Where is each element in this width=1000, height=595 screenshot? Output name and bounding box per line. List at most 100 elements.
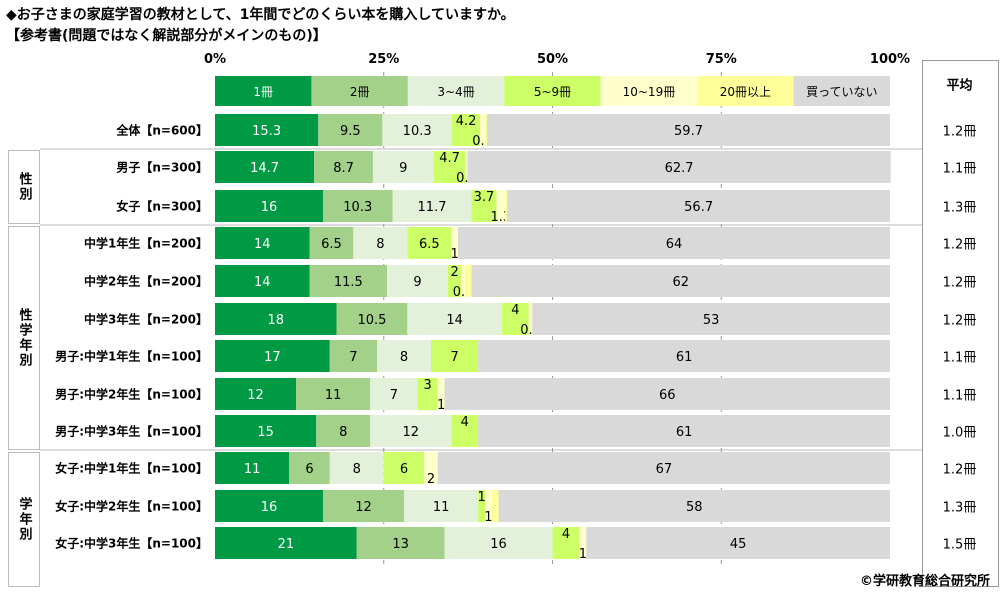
bar-segment bbox=[465, 151, 468, 183]
legend-swatch bbox=[407, 76, 505, 106]
group-label: 性学年別 bbox=[16, 308, 32, 368]
average-value: 1.3冊 bbox=[942, 200, 977, 216]
bar-segment bbox=[353, 227, 408, 259]
data-label: 67 bbox=[656, 462, 673, 477]
data-label: 62.7 bbox=[665, 161, 694, 176]
bar-segment bbox=[496, 190, 506, 222]
x-tick-label: 50% bbox=[536, 52, 569, 67]
legend-label: 20冊以上 bbox=[720, 85, 771, 99]
bar-segment bbox=[417, 378, 438, 410]
data-label: 6.5 bbox=[321, 237, 342, 252]
bar-segment bbox=[215, 527, 357, 559]
group-gender-grade: 性学年別 bbox=[8, 226, 40, 450]
bar-segment bbox=[478, 340, 890, 372]
bar-segment bbox=[532, 303, 890, 335]
bar-segment bbox=[318, 114, 383, 146]
data-label: 7 bbox=[349, 350, 357, 365]
category-label: 中学3年生【n=200】 bbox=[84, 312, 208, 327]
bar-segment bbox=[458, 227, 890, 259]
data-label: 14 bbox=[254, 275, 271, 290]
bar-segment bbox=[467, 151, 891, 183]
bar-segment bbox=[370, 378, 418, 410]
bar-segment bbox=[215, 415, 317, 447]
data-label: 10.5 bbox=[357, 313, 386, 328]
legend-label: 2冊 bbox=[350, 85, 370, 99]
data-label: 15.3 bbox=[252, 124, 281, 139]
bar-segment bbox=[424, 452, 438, 484]
bar-segment bbox=[498, 490, 890, 522]
bar-segment bbox=[586, 527, 890, 559]
bar-segment bbox=[447, 265, 462, 297]
bar-segment bbox=[407, 303, 502, 335]
data-label: 12 bbox=[355, 500, 372, 515]
data-label: 14 bbox=[254, 237, 271, 252]
data-label: 16 bbox=[490, 537, 507, 552]
bar-segment bbox=[487, 114, 890, 146]
bar-segment bbox=[507, 190, 890, 222]
data-label: 1 bbox=[477, 490, 485, 505]
data-label: 6 bbox=[400, 462, 408, 477]
legend-label: 10~19冊 bbox=[623, 85, 676, 99]
data-label: 11 bbox=[325, 388, 342, 403]
bar-segment bbox=[215, 452, 290, 484]
bar-segment bbox=[437, 378, 445, 410]
bar-segment bbox=[431, 340, 479, 372]
bar-segment bbox=[329, 340, 377, 372]
data-label: 3 bbox=[423, 378, 431, 393]
data-label: 56.7 bbox=[684, 200, 713, 215]
data-label: 1 bbox=[579, 547, 587, 562]
data-label: 4.2 bbox=[456, 114, 477, 129]
bar-segment bbox=[215, 378, 296, 410]
bar-segment bbox=[579, 527, 587, 559]
group-grade: 学年別 bbox=[8, 452, 40, 587]
data-label: 14 bbox=[446, 313, 463, 328]
legend-label: 1冊 bbox=[253, 85, 273, 99]
data-label: 16 bbox=[261, 200, 278, 215]
category-label: 中学2年生【n=200】 bbox=[84, 274, 208, 289]
average-value: 1.1冊 bbox=[942, 161, 977, 177]
bar-segment bbox=[485, 114, 488, 146]
x-tick-label: 75% bbox=[705, 52, 737, 67]
legend-label: 3~4冊 bbox=[437, 85, 474, 99]
average-column bbox=[922, 60, 999, 587]
bar-segment bbox=[461, 265, 465, 297]
data-label: 66 bbox=[659, 388, 676, 403]
data-label: 61 bbox=[676, 350, 693, 365]
data-label: 10.3 bbox=[343, 200, 372, 215]
bar-segment bbox=[478, 415, 890, 447]
bar-segment bbox=[491, 490, 499, 522]
legend-label: 5~9冊 bbox=[534, 85, 571, 99]
bar-segment bbox=[471, 190, 497, 222]
data-label: 15 bbox=[257, 425, 274, 440]
bar-segment bbox=[323, 190, 393, 222]
bar-segment bbox=[309, 265, 388, 297]
data-label: 2 bbox=[427, 472, 435, 487]
data-label: 11 bbox=[244, 462, 261, 477]
data-label: 4 bbox=[562, 527, 570, 542]
data-label: 7 bbox=[390, 388, 398, 403]
legend-swatch bbox=[504, 76, 601, 106]
bar-segment bbox=[433, 151, 466, 183]
bar-segment bbox=[480, 114, 485, 146]
data-label: 8.7 bbox=[333, 161, 354, 176]
data-label: 1 bbox=[484, 510, 492, 525]
average-value: 1.2冊 bbox=[942, 462, 977, 478]
group-label: 性別 bbox=[16, 172, 32, 202]
data-label: 11 bbox=[433, 500, 450, 515]
bar-segment bbox=[404, 490, 479, 522]
data-label: 64 bbox=[666, 237, 683, 252]
separator bbox=[40, 449, 922, 451]
bar-segment bbox=[444, 527, 553, 559]
x-tick-label: 25% bbox=[368, 52, 400, 67]
bar-segment bbox=[370, 415, 452, 447]
bar-segment bbox=[314, 151, 373, 183]
bar-segment bbox=[329, 452, 384, 484]
x-tick-label: 100% bbox=[869, 52, 911, 67]
average-value: 1.5冊 bbox=[942, 537, 977, 553]
average-value: 1.2冊 bbox=[942, 124, 977, 140]
bar-segment bbox=[471, 265, 890, 297]
data-label: 58 bbox=[686, 500, 703, 515]
bar-segment bbox=[505, 190, 508, 222]
